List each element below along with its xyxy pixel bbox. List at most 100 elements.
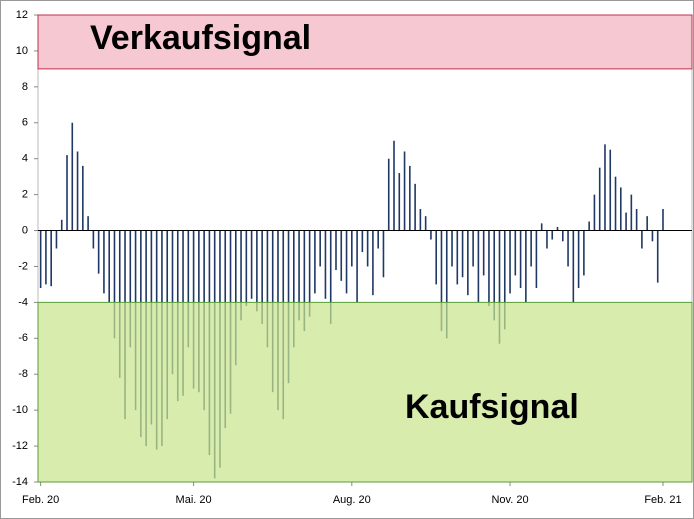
- bar: [414, 183, 416, 231]
- y-tick-label: 12: [16, 9, 28, 21]
- bar: [261, 230, 263, 324]
- bar: [87, 216, 89, 231]
- bar: [113, 230, 116, 339]
- bar: [351, 230, 353, 267]
- bar: [435, 230, 438, 285]
- bar: [614, 176, 617, 231]
- bar: [535, 230, 538, 289]
- bar: [419, 208, 422, 231]
- bar: [97, 230, 100, 274]
- x-tick-label: Nov. 20: [491, 494, 528, 506]
- bar: [187, 230, 190, 348]
- bar: [503, 230, 506, 330]
- bar: [656, 230, 659, 283]
- y-tick-label: 4: [22, 153, 28, 165]
- bar: [519, 230, 522, 289]
- zone-label: Kaufsignal: [405, 388, 579, 426]
- bar: [50, 230, 52, 287]
- bar: [641, 230, 643, 249]
- y-tick-label: 10: [16, 45, 28, 57]
- bar: [82, 165, 84, 231]
- bar: [530, 230, 532, 267]
- x-tick-label: Mai. 20: [176, 494, 212, 506]
- bar: [356, 230, 358, 303]
- bar: [651, 230, 654, 242]
- bar: [340, 230, 343, 281]
- bar: [598, 167, 601, 231]
- bar: [583, 230, 585, 276]
- bar: [345, 230, 348, 294]
- bar: [108, 230, 111, 303]
- bar: [409, 165, 411, 231]
- bar: [55, 230, 58, 249]
- y-tick-label: 2: [22, 189, 28, 201]
- bar: [256, 230, 258, 312]
- bar: [593, 194, 596, 231]
- bar: [398, 173, 401, 231]
- bar: [245, 230, 248, 306]
- bar: [335, 230, 337, 271]
- bar: [461, 230, 464, 278]
- y-tick-label: -12: [12, 440, 28, 452]
- bar: [625, 212, 627, 231]
- bar: [45, 230, 47, 285]
- bar: [292, 230, 295, 348]
- bar: [92, 230, 95, 249]
- bar: [445, 230, 448, 339]
- bar: [556, 226, 559, 231]
- bar: [588, 221, 590, 231]
- bar: [619, 187, 622, 231]
- bar: [424, 216, 427, 231]
- signal-zone: [37, 301, 693, 483]
- bar: [372, 230, 374, 296]
- bar: [540, 223, 543, 231]
- bar: [482, 230, 485, 276]
- bar: [314, 230, 316, 294]
- bar: [572, 230, 575, 303]
- bar: [361, 230, 364, 253]
- bar: [472, 230, 474, 267]
- bar: [440, 230, 443, 332]
- bar: [646, 216, 648, 231]
- bar: [567, 230, 569, 267]
- bar: [66, 155, 68, 231]
- bar: [76, 151, 79, 231]
- bar: [604, 144, 606, 231]
- bar: [234, 230, 237, 366]
- bar: [488, 230, 490, 306]
- bar: [477, 230, 480, 303]
- y-tick-label: -6: [18, 332, 28, 344]
- bar: [103, 230, 105, 294]
- bar: [329, 230, 332, 324]
- bar: [129, 230, 132, 348]
- bar: [240, 230, 242, 321]
- bar: [551, 230, 554, 240]
- bar: [382, 230, 385, 278]
- y-tick-label: -2: [18, 260, 28, 272]
- bar: [430, 230, 432, 240]
- bar: [635, 208, 638, 231]
- y-tick-label: 8: [22, 81, 28, 93]
- y-tick-label: -8: [18, 368, 28, 380]
- bar: [319, 230, 321, 267]
- bar: [366, 230, 369, 267]
- bar: [577, 230, 580, 289]
- bar: [498, 230, 501, 344]
- bar: [609, 149, 612, 231]
- bar: [60, 219, 63, 231]
- bar: [509, 230, 511, 294]
- bar: [403, 151, 406, 231]
- bar: [377, 230, 379, 249]
- bar: [546, 230, 548, 249]
- y-tick-label: -14: [12, 476, 28, 488]
- bar: [266, 230, 269, 348]
- y-tick-label: -10: [12, 404, 28, 416]
- y-tick-label: -4: [18, 296, 28, 308]
- bar: [493, 230, 496, 321]
- x-tick-label: Feb. 21: [644, 494, 681, 506]
- bar: [387, 158, 390, 231]
- bar: [298, 230, 300, 321]
- bar: [71, 122, 74, 231]
- bar: [39, 230, 42, 289]
- bar: [303, 230, 306, 332]
